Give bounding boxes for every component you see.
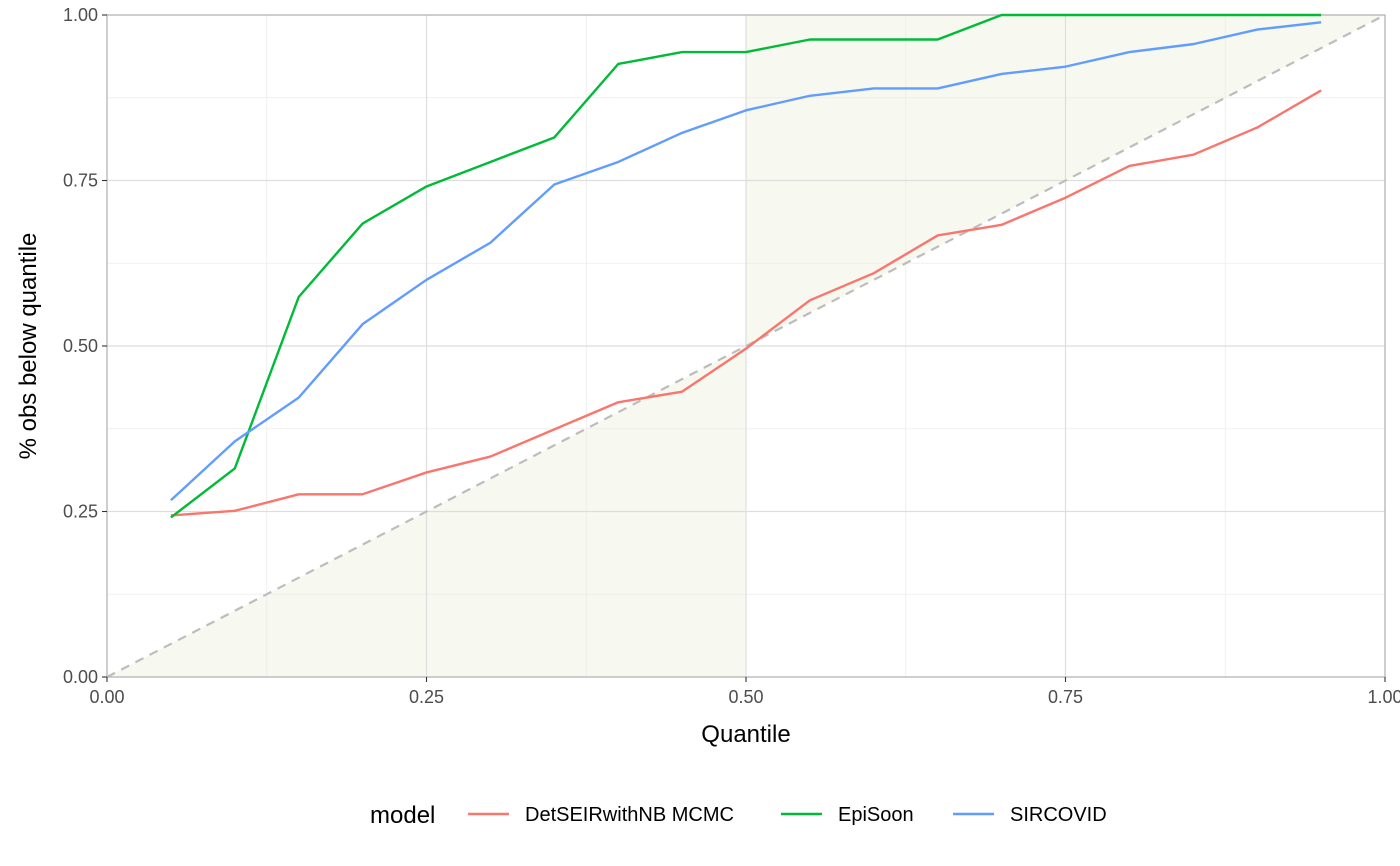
x-axis-title: Quantile bbox=[701, 721, 790, 748]
legend-label-sircovid: SIRCOVID bbox=[1010, 804, 1107, 826]
legend-title: model bbox=[370, 802, 435, 829]
legend-item-episoon: EpiSoon bbox=[781, 804, 914, 826]
legend-item-sircovid: SIRCOVID bbox=[953, 804, 1107, 826]
y-tick-label: 0.50 bbox=[63, 336, 98, 356]
y-tick-label: 0.25 bbox=[63, 502, 98, 522]
y-axis-title: % obs below quantile bbox=[15, 233, 42, 460]
legend-label-detseirwithnb-mcmc: DetSEIRwithNB MCMC bbox=[525, 804, 734, 826]
series-line-episoon bbox=[170, 13, 1322, 519]
x-tick-label: 0.50 bbox=[728, 687, 763, 707]
series-line-detseirwithnb-mcmc bbox=[170, 89, 1322, 517]
x-tick-label: 1.00 bbox=[1367, 687, 1400, 707]
series-line-sircovid bbox=[170, 21, 1322, 502]
y-tick-label: 0.75 bbox=[63, 171, 98, 191]
x-tick-label: 0.75 bbox=[1048, 687, 1083, 707]
legend: model DetSEIRwithNB MCMC EpiSoon SIRCOVID bbox=[370, 802, 1107, 829]
series-lines bbox=[170, 13, 1322, 519]
y-tick-label: 0.00 bbox=[63, 667, 98, 687]
x-tick-label: 0.25 bbox=[409, 687, 444, 707]
legend-item-detseirwithnb-mcmc: DetSEIRwithNB MCMC bbox=[468, 804, 734, 826]
x-tick-label: 0.00 bbox=[89, 687, 124, 707]
y-tick-label: 1.00 bbox=[63, 5, 98, 25]
axis-ticks: 0.00 0.25 0.50 0.75 1.00 0.00 0.25 0.50 0.75 1.00 bbox=[63, 5, 1400, 707]
legend-label-episoon: EpiSoon bbox=[838, 804, 914, 826]
